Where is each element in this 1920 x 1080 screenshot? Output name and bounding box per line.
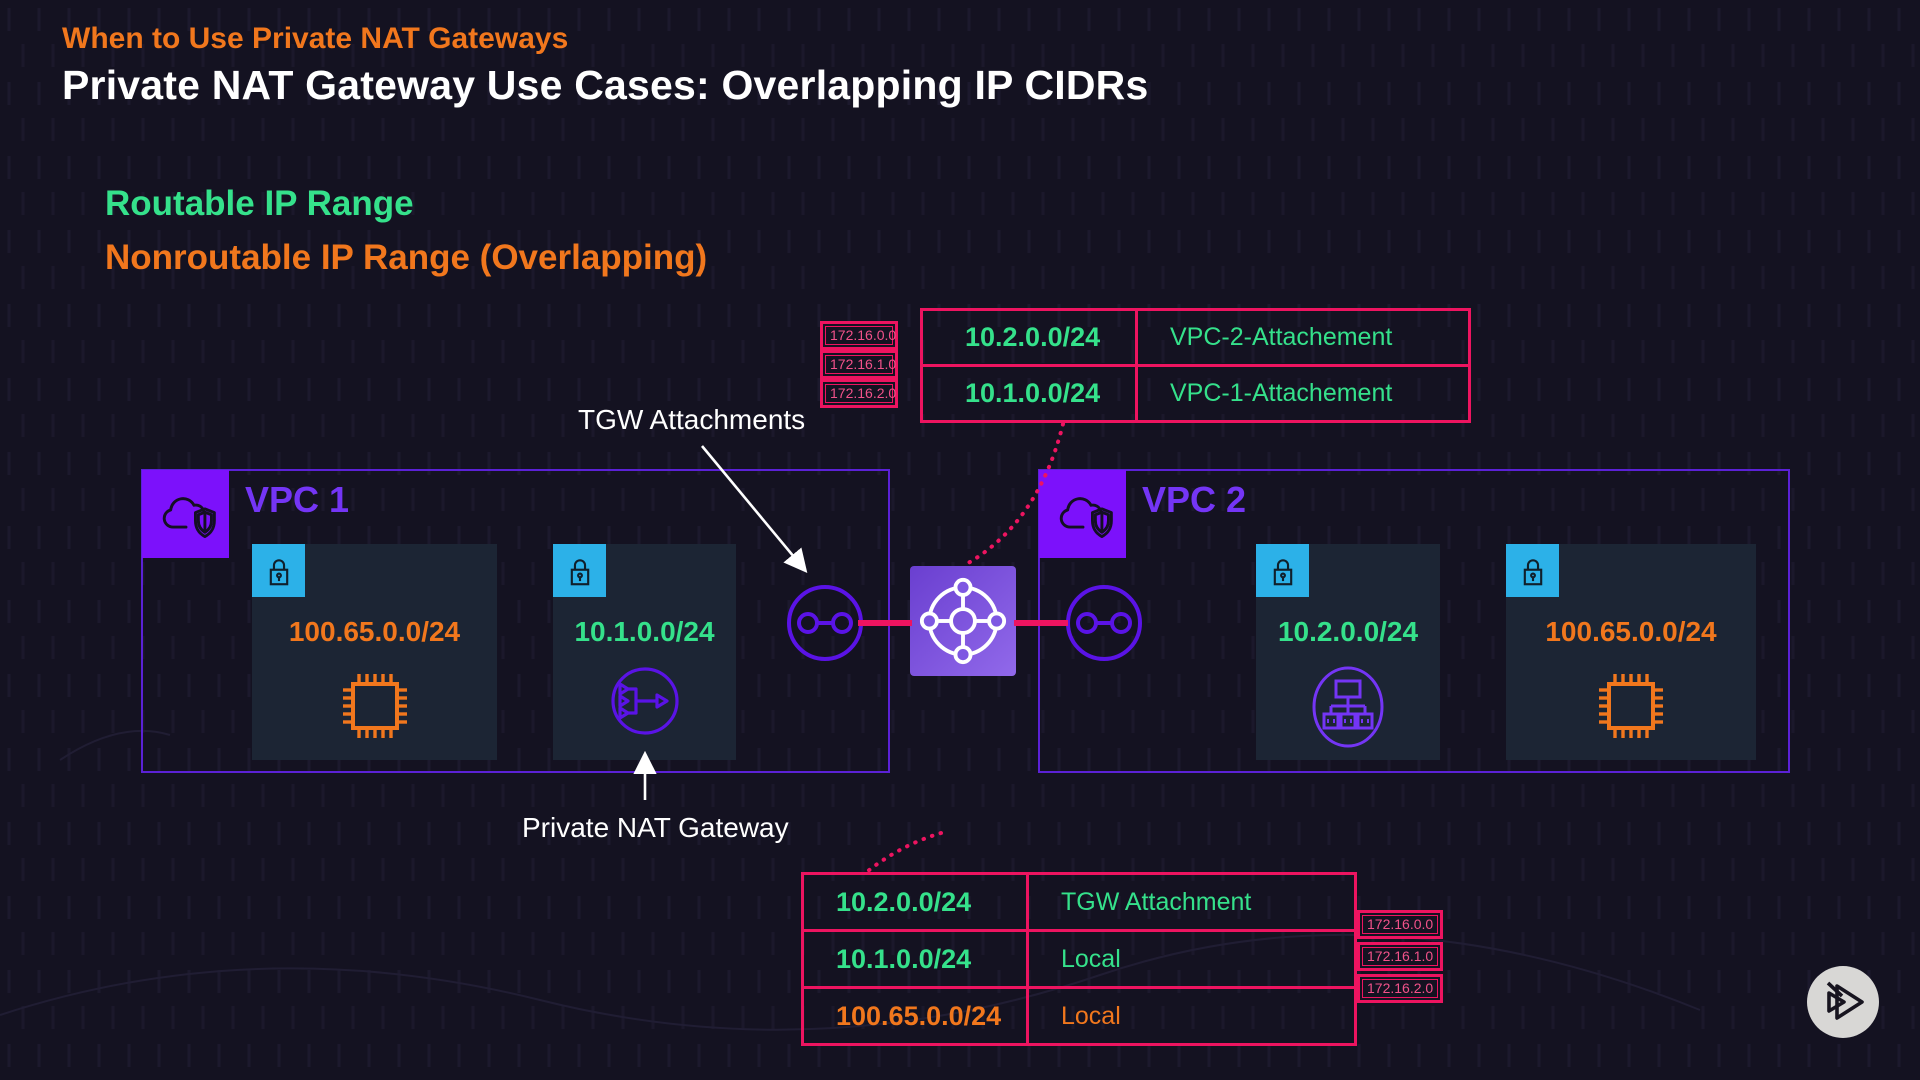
ip-tag-label: 172.16.1.0 — [1362, 947, 1438, 966]
workload-network-icon — [1256, 664, 1440, 750]
route-target: VPC-1-Attachement — [1135, 367, 1468, 420]
legend-nonroutable: Nonroutable IP Range (Overlapping) — [105, 238, 708, 277]
slide-title: Private NAT Gateway Use Cases: Overlappi… — [62, 62, 1149, 108]
ip-tag-label: 172.16.0.0 — [825, 326, 896, 345]
cpu-chip-icon — [1506, 664, 1756, 748]
lock-icon — [252, 544, 305, 597]
vpc1-label: VPC 1 — [245, 479, 350, 520]
ip-tag-label: 172.16.2.0 — [1362, 979, 1438, 998]
route-destination: 100.65.0.0/24 — [836, 1000, 1002, 1031]
subnet: 100.65.0.0/24 — [252, 544, 497, 760]
ip-tag: 172.16.0.0 — [820, 321, 898, 350]
subnet-cidr: 100.65.0.0/24 — [288, 616, 461, 647]
subnet: 10.1.0.0/24 — [553, 544, 736, 760]
route-target: VPC-2-Attachement — [1135, 311, 1468, 364]
vpc1-route-table: 10.2.0.0/24 TGW Attachment 10.1.0.0/24 L… — [801, 872, 1357, 1046]
vpc2-label: VPC 2 — [1142, 479, 1247, 520]
table-row: 10.1.0.0/24 Local — [804, 929, 1354, 986]
route-target: TGW Attachment — [1026, 875, 1354, 929]
ip-tag: 172.16.0.0 — [1357, 910, 1443, 939]
lock-icon — [1256, 544, 1309, 597]
tgw-route-table: 10.2.0.0/24 VPC-2-Attachement 10.1.0.0/2… — [920, 308, 1471, 423]
private-nat-gateway-icon — [553, 664, 736, 738]
ip-tag: 172.16.1.0 — [820, 350, 898, 379]
tgw-attachment-icon — [785, 583, 865, 663]
subnet-cidr: 10.1.0.0/24 — [574, 616, 715, 647]
tgw-attachment-icon — [1064, 583, 1144, 663]
route-destination: 10.2.0.0/24 — [836, 886, 972, 917]
vpc1-container: VPC 1 100.65.0.0/24 — [141, 469, 890, 773]
tgw-attachments-label: TGW Attachments — [578, 404, 806, 435]
ip-tag-label: 172.16.2.0 — [825, 384, 896, 403]
lock-icon — [553, 544, 606, 597]
table-row: 10.2.0.0/24 TGW Attachment — [804, 875, 1354, 929]
ip-tag: 172.16.2.0 — [820, 379, 898, 408]
route-destination: 10.1.0.0/24 — [965, 378, 1101, 408]
vpc-cloud-shield-icon — [1039, 470, 1126, 558]
ip-tag: 172.16.2.0 — [1357, 974, 1443, 1003]
route-destination: 10.2.0.0/24 — [965, 322, 1101, 352]
legend-routable: Routable IP Range — [105, 184, 414, 223]
subnet: 10.2.0.0/24 — [1256, 544, 1440, 760]
route-target: Local — [1026, 989, 1354, 1043]
ip-tag-label: 172.16.0.0 — [1362, 915, 1438, 934]
vpc2-container: VPC 2 10.2.0.0/24 — [1038, 469, 1790, 773]
private-nat-gateway-label: Private NAT Gateway — [522, 812, 789, 843]
ip-tag-label: 172.16.1.0 — [825, 355, 896, 374]
table-row: 10.1.0.0/24 VPC-1-Attachement — [923, 364, 1468, 420]
vpc-cloud-shield-icon — [142, 470, 229, 558]
dotted-link-vpc1-route-table — [866, 831, 943, 873]
route-destination: 10.1.0.0/24 — [836, 943, 972, 974]
lock-icon — [1506, 544, 1559, 597]
table-row: 10.2.0.0/24 VPC-2-Attachement — [923, 311, 1468, 364]
route-target: Local — [1026, 932, 1354, 986]
subnet-cidr: 10.2.0.0/24 — [1277, 616, 1419, 647]
ip-tag: 172.16.1.0 — [1357, 942, 1443, 971]
subnet-cidr: 100.65.0.0/24 — [1545, 616, 1717, 647]
pluralsight-logo — [1807, 966, 1879, 1038]
subnet: 100.65.0.0/24 — [1506, 544, 1756, 760]
slide-kicker: When to Use Private NAT Gateways — [62, 22, 569, 55]
cpu-chip-icon — [252, 664, 497, 748]
transit-gateway-icon — [910, 566, 1016, 676]
table-row: 100.65.0.0/24 Local — [804, 986, 1354, 1043]
